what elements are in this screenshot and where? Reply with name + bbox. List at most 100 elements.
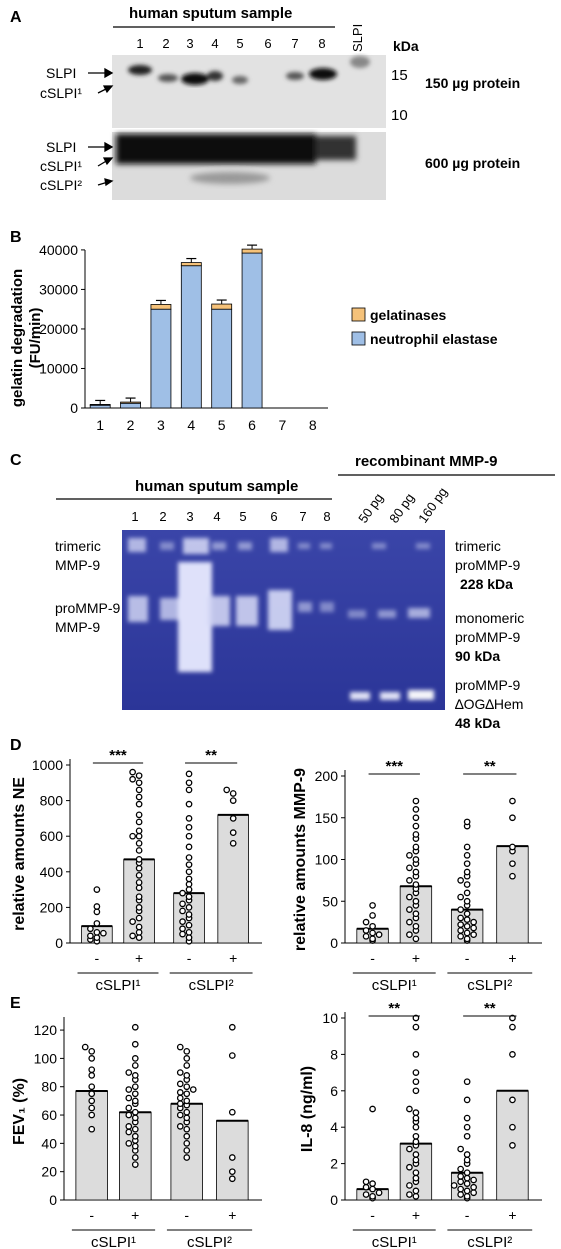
data-point	[412, 1123, 420, 1131]
data-point	[412, 922, 420, 930]
y-tick-label: 6	[330, 1083, 338, 1099]
data-point	[463, 881, 471, 888]
data-point	[362, 1191, 370, 1198]
y-tick-label: 50	[322, 893, 338, 909]
data-point	[135, 893, 143, 901]
data-point	[509, 1096, 516, 1104]
data-point	[463, 916, 471, 923]
data-point	[135, 879, 143, 886]
x-tick-3: +	[508, 950, 516, 966]
data-point	[229, 790, 237, 797]
data-point	[509, 1014, 516, 1022]
data-point	[93, 920, 101, 927]
data-point	[88, 1066, 96, 1074]
data-point	[406, 893, 413, 901]
panel-a-lane-numbers: 1 2 3 4 5 6 7 8	[136, 36, 325, 51]
x-tick-label-3: 3	[157, 417, 165, 433]
data-point	[412, 1114, 420, 1122]
data-point	[135, 934, 143, 942]
data-point	[185, 893, 193, 901]
data-point	[185, 800, 193, 808]
data-point	[179, 918, 186, 925]
data-point	[185, 875, 193, 883]
data-point	[185, 928, 193, 936]
data-point	[129, 918, 136, 925]
data-point	[457, 877, 464, 884]
data-point	[183, 1140, 191, 1147]
blot-1-note: 150 µg protein	[425, 75, 520, 91]
legend-swatch-gelatinases	[351, 307, 366, 322]
data-point	[369, 1180, 376, 1187]
data-point	[125, 1104, 133, 1112]
x-tick-2: -	[465, 950, 470, 966]
data-point	[87, 932, 94, 940]
data-point	[463, 1123, 471, 1131]
panel-d-ne-chart: relative amounts NE 0 200 400 600 800 1000 - + - +…	[11, 747, 262, 994]
y-tick-label: 8	[330, 1046, 338, 1062]
data-point	[369, 912, 376, 919]
bar-gelatinases-4	[180, 262, 202, 267]
marker-15: 15	[391, 67, 408, 84]
data-point	[176, 1100, 184, 1108]
data-point	[457, 927, 464, 934]
data-point	[375, 1189, 383, 1197]
data-point	[362, 918, 370, 926]
panel-a-header: human sputum sample	[129, 5, 292, 22]
data-point	[369, 1185, 376, 1193]
data-point	[412, 1187, 420, 1195]
data-point	[179, 925, 186, 933]
data-point	[88, 1090, 96, 1098]
gel-left-label-mmp9: MMP-9	[55, 619, 100, 635]
data-point	[87, 925, 94, 933]
recombinant-lane-2: 160 pg	[415, 485, 450, 526]
data-point	[135, 864, 143, 872]
significance-stars: **	[205, 747, 217, 764]
data-point	[412, 897, 420, 905]
data-point	[509, 1023, 516, 1031]
panel-e-il8-chart: IL-8 (ng/ml) 0 2 4 6 8 10 - + - + cSLPI¹ cSLPI² ** **	[299, 1000, 542, 1249]
data-point	[179, 889, 186, 897]
x-tick-3: +	[229, 950, 237, 966]
data-point	[176, 1094, 184, 1102]
data-point	[176, 1111, 184, 1119]
x-tick-label-5: 5	[218, 417, 226, 433]
y-tick-label: 30000	[39, 281, 78, 297]
panel-b-y-label-2: (FU/min)	[27, 308, 44, 369]
blot-1-bands	[128, 56, 370, 85]
data-point	[93, 908, 101, 916]
data-point	[131, 1154, 139, 1161]
data-point	[183, 1108, 191, 1116]
data-point	[81, 1043, 89, 1051]
marker-10: 10	[391, 107, 408, 124]
data-point	[412, 822, 420, 830]
data-point	[176, 1080, 184, 1088]
data-point	[412, 1151, 420, 1158]
data-point	[457, 906, 464, 913]
gel-right-label-1a: trimeric	[455, 538, 501, 554]
y-tick-label: 20	[41, 1164, 57, 1180]
data-point	[229, 829, 237, 836]
data-point	[412, 1156, 420, 1164]
data-point	[93, 928, 101, 936]
lane-number-2: 2	[162, 36, 169, 51]
data-point	[229, 839, 237, 847]
data-point	[185, 779, 193, 787]
data-point	[183, 1047, 191, 1055]
data-point	[412, 1174, 420, 1182]
data-point	[375, 931, 383, 939]
data-point	[406, 864, 413, 872]
data-point	[463, 929, 471, 937]
data-point	[463, 1132, 471, 1140]
data-point	[463, 1174, 471, 1182]
data-point	[183, 1097, 191, 1105]
data-point	[176, 1123, 184, 1130]
y-tick-label: 120	[34, 1022, 58, 1038]
y-tick-label: 0	[55, 935, 63, 951]
data-point	[509, 797, 516, 805]
data-point	[135, 884, 143, 892]
data-point	[463, 860, 471, 868]
blot-2-band-label-slpi: SLPI	[46, 139, 76, 155]
data-point	[131, 1090, 139, 1098]
data-point	[125, 1111, 133, 1119]
gel-left-label-prommp9: proMMP-9	[55, 600, 121, 616]
